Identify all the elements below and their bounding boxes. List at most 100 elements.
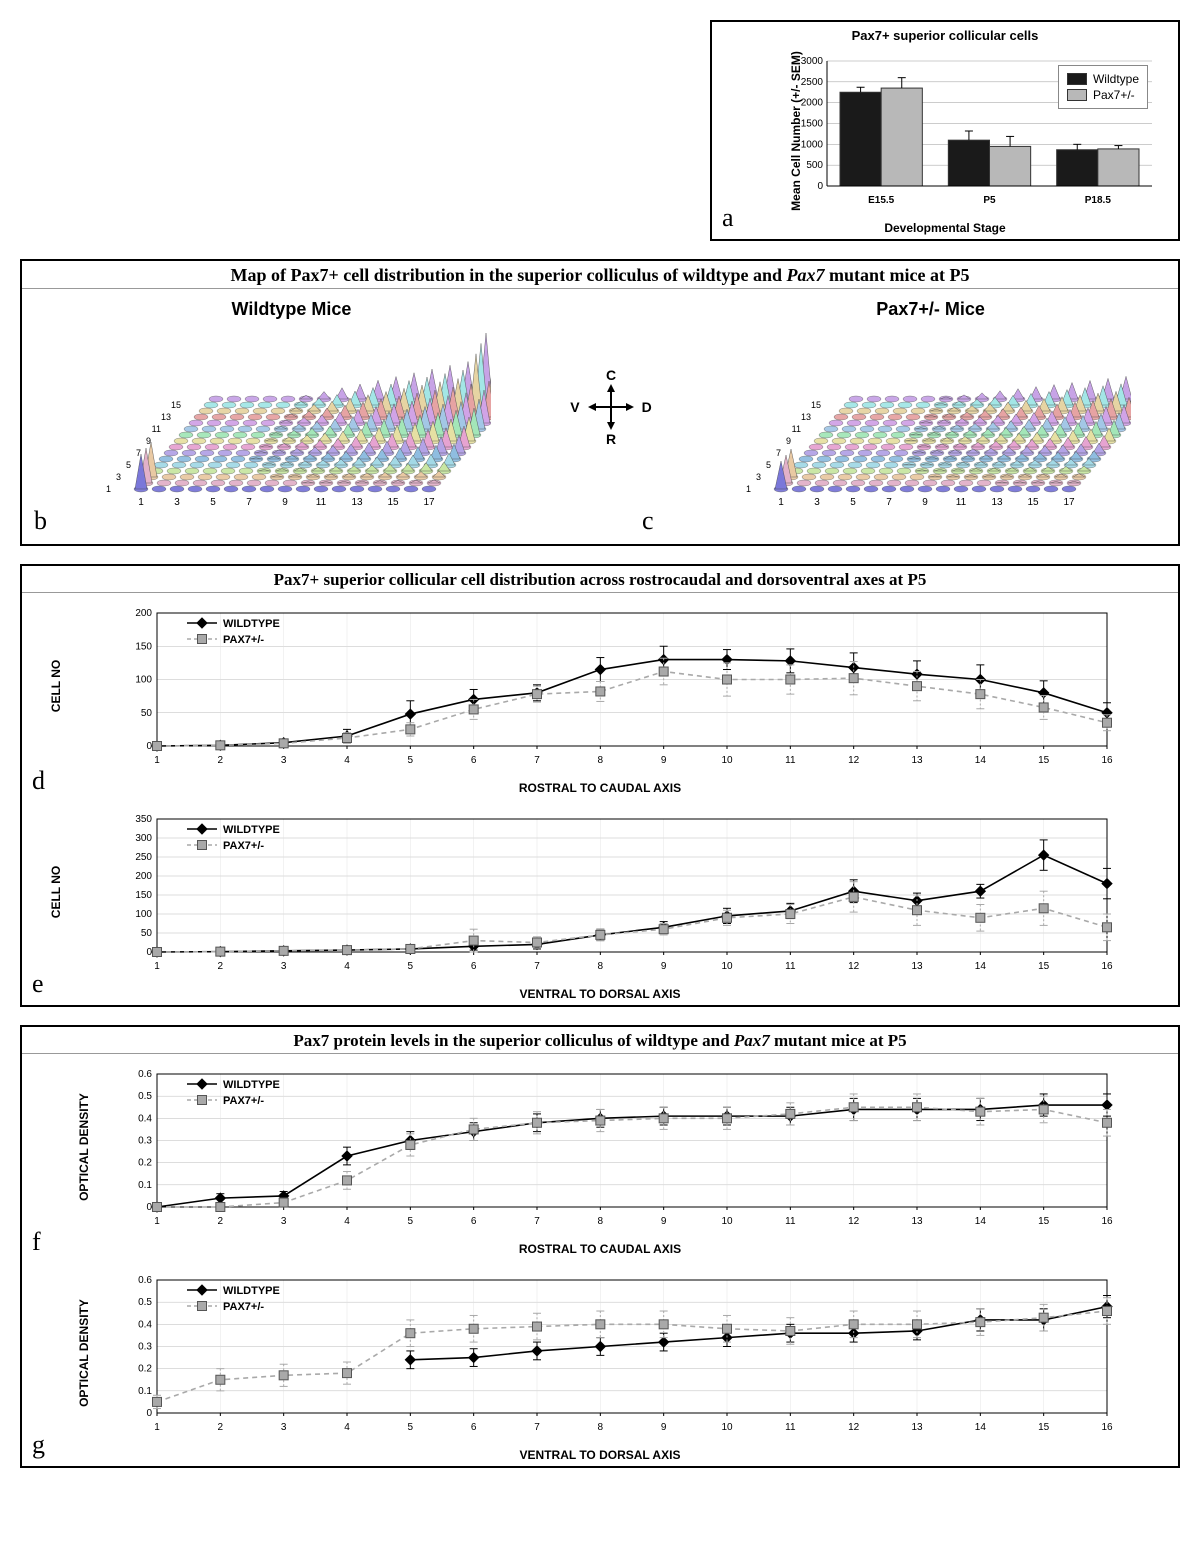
svg-text:6: 6 xyxy=(471,961,477,972)
svg-text:17: 17 xyxy=(424,497,436,508)
map-mut-col: Pax7+/- Mice 135791113151713579111315 xyxy=(731,299,1131,514)
panel-f-xlabel: ROSTRAL TO CAUDAL AXIS xyxy=(22,1240,1178,1260)
svg-text:11: 11 xyxy=(316,497,327,508)
svg-text:9: 9 xyxy=(661,1216,667,1227)
svg-text:5: 5 xyxy=(766,460,771,470)
svg-text:250: 250 xyxy=(135,852,152,863)
svg-text:7: 7 xyxy=(534,1422,540,1433)
panel-a-ylabel: Mean Cell Number (+/- SEM) xyxy=(789,51,803,211)
svg-text:15: 15 xyxy=(171,400,181,410)
panel-a-legend: Wildtype Pax7+/- xyxy=(1058,65,1148,109)
svg-text:150: 150 xyxy=(135,890,152,901)
svg-text:5: 5 xyxy=(211,497,217,508)
svg-text:8: 8 xyxy=(598,755,604,766)
svg-text:0.2: 0.2 xyxy=(138,1158,152,1169)
svg-text:0.6: 0.6 xyxy=(138,1069,152,1080)
panel-g-letter: g xyxy=(32,1430,45,1460)
panel-bc-title: Map of Pax7+ cell distribution in the su… xyxy=(22,261,1178,289)
svg-text:1500: 1500 xyxy=(801,119,824,130)
svg-text:15: 15 xyxy=(1038,1216,1050,1227)
svg-text:9: 9 xyxy=(786,436,791,446)
svg-text:P5: P5 xyxy=(983,195,996,206)
compass: C V D R xyxy=(570,368,651,446)
svg-text:1: 1 xyxy=(154,755,160,766)
svg-text:WILDTYPE: WILDTYPE xyxy=(223,618,280,630)
legend-label: Pax7+/- xyxy=(1093,88,1135,102)
svg-text:4: 4 xyxy=(344,1216,350,1227)
chart-e: 0501001502002503003501234567891011121314… xyxy=(112,807,1122,977)
panel-bc: Map of Pax7+ cell distribution in the su… xyxy=(20,259,1180,546)
svg-text:9: 9 xyxy=(146,436,151,446)
svg-text:15: 15 xyxy=(1038,961,1050,972)
panel-de: Pax7+ superior collicular cell distribut… xyxy=(20,564,1180,1007)
panel-g-ylabel: OPTICAL DENSITY xyxy=(77,1299,91,1407)
map-mut: 135791113151713579111315 xyxy=(731,324,1131,514)
panel-g-xlabel: VENTRAL TO DORSAL AXIS xyxy=(22,1446,1178,1466)
svg-text:5: 5 xyxy=(126,460,131,470)
svg-text:0.4: 0.4 xyxy=(138,1113,152,1124)
svg-text:13: 13 xyxy=(161,412,171,422)
panel-e-ylabel: CELL NO xyxy=(49,866,63,918)
svg-text:11: 11 xyxy=(152,424,161,434)
svg-text:0.3: 0.3 xyxy=(138,1342,152,1353)
panel-fg-title: Pax7 protein levels in the superior coll… xyxy=(22,1027,1178,1054)
panel-d-letter: d xyxy=(32,766,45,796)
svg-text:9: 9 xyxy=(661,1422,667,1433)
svg-text:1: 1 xyxy=(154,961,160,972)
svg-text:12: 12 xyxy=(848,755,860,766)
map-wt-head: Wildtype Mice xyxy=(231,299,351,320)
svg-text:3: 3 xyxy=(281,961,287,972)
svg-text:15: 15 xyxy=(1038,755,1050,766)
svg-text:2: 2 xyxy=(218,755,224,766)
svg-text:7: 7 xyxy=(247,497,253,508)
panel-b-letter: b xyxy=(34,506,47,536)
svg-text:11: 11 xyxy=(785,961,796,972)
svg-text:0: 0 xyxy=(146,1408,152,1419)
title-text: Map of Pax7+ cell distribution in the su… xyxy=(231,265,970,285)
svg-text:0.1: 0.1 xyxy=(138,1386,152,1397)
svg-text:WILDTYPE: WILDTYPE xyxy=(223,1285,280,1297)
svg-text:15: 15 xyxy=(388,497,400,508)
svg-text:16: 16 xyxy=(1101,1216,1113,1227)
svg-text:13: 13 xyxy=(352,497,364,508)
svg-text:0.4: 0.4 xyxy=(138,1319,152,1330)
panel-a-xlabel: Developmental Stage xyxy=(712,219,1178,239)
panel-de-title: Pax7+ superior collicular cell distribut… xyxy=(22,566,1178,593)
svg-text:1: 1 xyxy=(778,497,784,508)
svg-text:11: 11 xyxy=(955,497,966,508)
svg-text:2500: 2500 xyxy=(801,77,824,88)
svg-text:13: 13 xyxy=(911,961,923,972)
panel-a-letter: a xyxy=(722,203,734,233)
svg-text:350: 350 xyxy=(135,814,152,825)
svg-text:13: 13 xyxy=(911,1422,923,1433)
panel-d-ylabel: CELL NO xyxy=(49,660,63,712)
panel-fg: Pax7 protein levels in the superior coll… xyxy=(20,1025,1180,1468)
svg-text:3: 3 xyxy=(814,497,820,508)
svg-text:5: 5 xyxy=(408,961,414,972)
panel-d-xlabel: ROSTRAL TO CAUDAL AXIS xyxy=(22,779,1178,799)
legend-swatch-wt xyxy=(1067,73,1087,85)
svg-text:13: 13 xyxy=(911,755,923,766)
svg-text:100: 100 xyxy=(135,675,152,686)
svg-text:5: 5 xyxy=(408,1216,414,1227)
svg-text:13: 13 xyxy=(911,1216,923,1227)
svg-text:300: 300 xyxy=(135,833,152,844)
svg-text:4: 4 xyxy=(344,755,350,766)
svg-text:1: 1 xyxy=(154,1216,160,1227)
svg-text:14: 14 xyxy=(975,755,987,766)
svg-text:0.6: 0.6 xyxy=(138,1275,152,1286)
top-row: Pax7+ superior collicular cells Mean Cel… xyxy=(20,20,1180,259)
svg-text:PAX7+/-: PAX7+/- xyxy=(223,1301,264,1313)
svg-text:7: 7 xyxy=(534,1216,540,1227)
map-wt: 135791113151713579111315 xyxy=(91,324,491,514)
svg-text:0: 0 xyxy=(146,1202,152,1213)
svg-text:0: 0 xyxy=(817,181,823,192)
svg-text:4: 4 xyxy=(344,961,350,972)
svg-text:16: 16 xyxy=(1101,961,1113,972)
svg-text:200: 200 xyxy=(135,871,152,882)
svg-text:7: 7 xyxy=(776,448,781,458)
chart-d: 05010015020012345678910111213141516WILDT… xyxy=(112,601,1122,771)
svg-text:3: 3 xyxy=(281,755,287,766)
svg-text:500: 500 xyxy=(806,160,823,171)
svg-text:8: 8 xyxy=(598,1422,604,1433)
